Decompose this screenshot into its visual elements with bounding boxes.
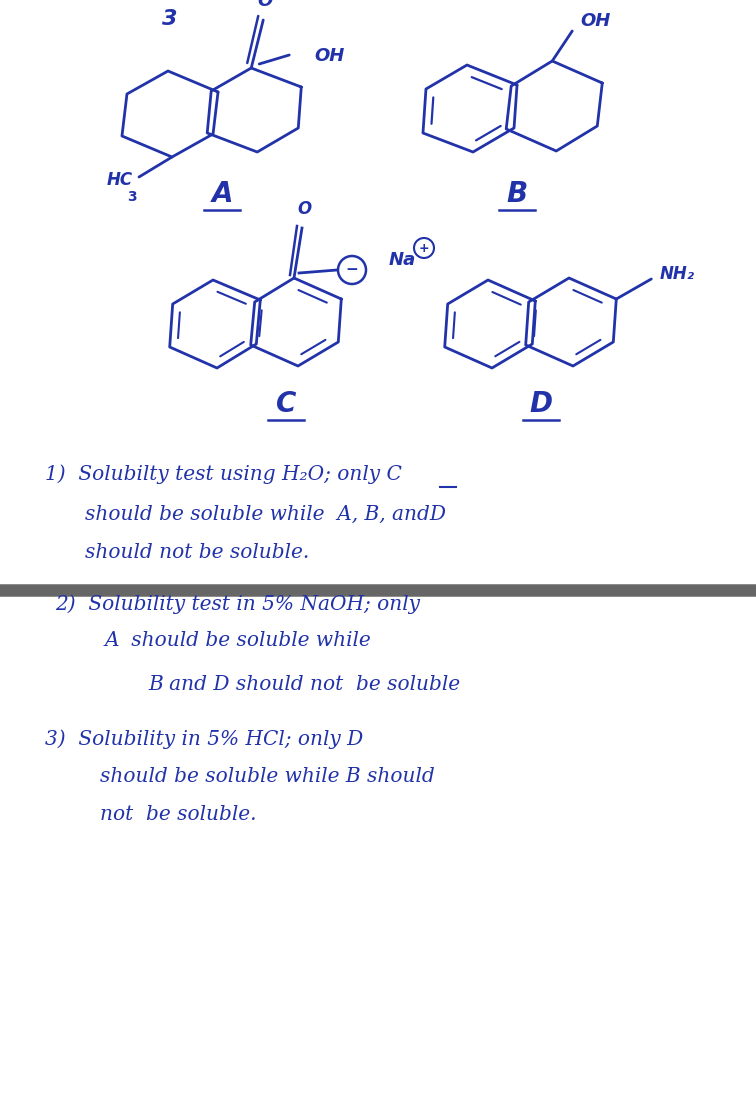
Text: NH₂: NH₂ (659, 265, 694, 283)
Text: O: O (258, 0, 273, 10)
Text: +: + (419, 242, 429, 254)
Text: 3: 3 (163, 9, 178, 29)
Text: B and D should not  be soluble: B and D should not be soluble (148, 674, 460, 694)
Text: not  be soluble.: not be soluble. (100, 804, 256, 823)
Text: 2)  Solubility test in 5% NaOH; only: 2) Solubility test in 5% NaOH; only (55, 594, 420, 614)
Text: Na: Na (389, 251, 416, 268)
Text: C: C (276, 390, 296, 418)
Text: 3)  Solubility in 5% HCl; only D: 3) Solubility in 5% HCl; only D (45, 730, 363, 749)
Text: 1)  Solubilty test using H₂O; only C: 1) Solubilty test using H₂O; only C (45, 465, 402, 483)
Text: A  should be soluble while: A should be soluble while (105, 632, 372, 651)
Text: A: A (212, 180, 233, 208)
Text: OH: OH (581, 12, 611, 30)
Text: HC: HC (107, 172, 133, 189)
Text: should be soluble while B should: should be soluble while B should (100, 768, 435, 786)
Text: −: − (345, 263, 358, 277)
Text: 3: 3 (127, 190, 137, 204)
Text: O: O (297, 201, 311, 218)
Text: should not be soluble.: should not be soluble. (85, 543, 309, 561)
Text: D: D (529, 390, 552, 418)
Text: should be soluble while  A, B, andD: should be soluble while A, B, andD (85, 505, 446, 524)
Text: OH: OH (314, 47, 345, 65)
Text: B: B (507, 180, 528, 208)
